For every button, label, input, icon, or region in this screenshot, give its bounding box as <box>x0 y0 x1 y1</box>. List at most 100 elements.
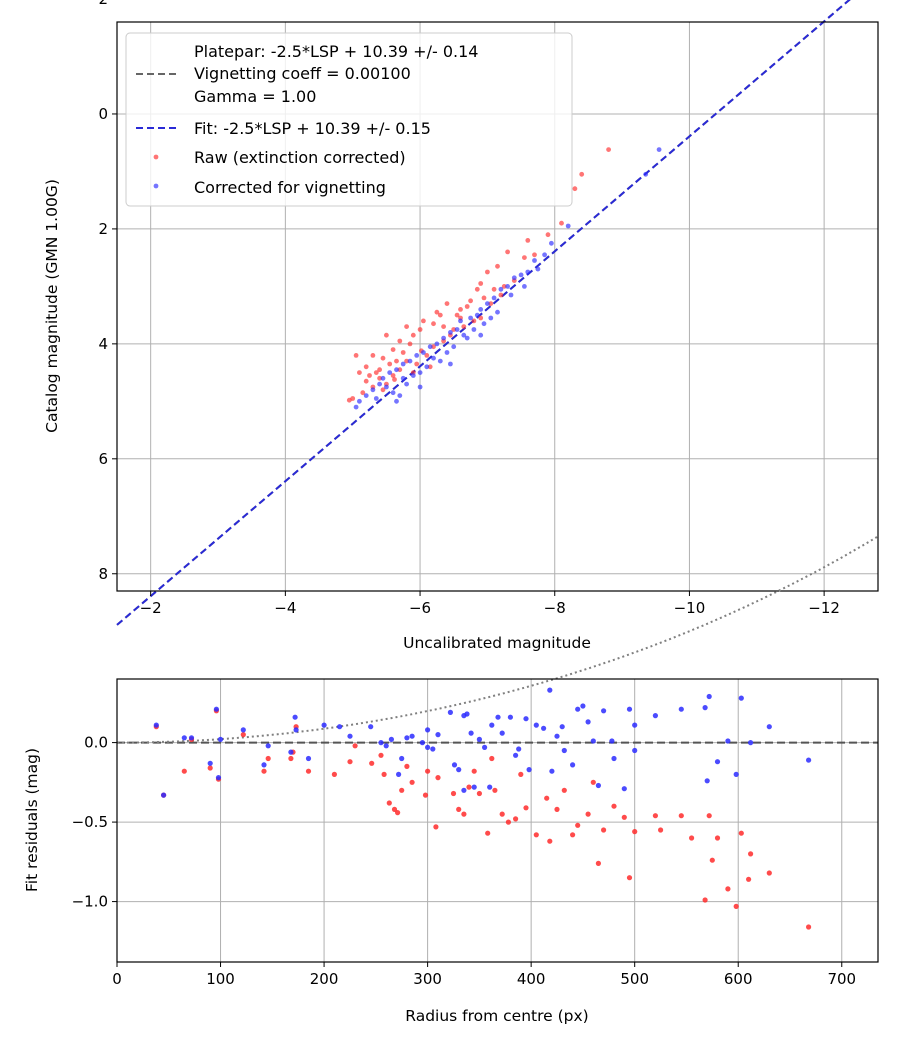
corrected-point <box>533 722 539 728</box>
corrected-point <box>702 705 708 711</box>
y-tick-label: 4 <box>98 335 108 353</box>
corrected-point <box>733 771 739 778</box>
raw-point <box>559 220 564 226</box>
raw-point <box>725 886 731 892</box>
raw-point <box>611 803 617 809</box>
corrected-point <box>410 373 416 378</box>
corrected-point <box>570 762 576 768</box>
raw-point <box>400 350 406 355</box>
raw-point <box>533 832 539 838</box>
corrected-point <box>217 736 224 743</box>
raw-point <box>386 800 392 806</box>
corrected-point <box>748 740 754 746</box>
raw-point <box>433 824 439 830</box>
corrected-point <box>518 272 524 278</box>
raw-point <box>410 332 416 338</box>
raw-point <box>488 301 494 306</box>
raw-point <box>346 397 352 403</box>
raw-point <box>547 838 553 844</box>
legend-corrected-marker <box>153 183 159 189</box>
corrected-point <box>505 284 510 289</box>
raw-point <box>505 249 510 255</box>
raw-point <box>444 301 450 306</box>
top-y-axis-label: Catalog magnitude (GMN 1.00G) <box>43 179 61 433</box>
x-tick-label: −10 <box>674 599 706 617</box>
raw-point <box>390 373 396 378</box>
raw-point <box>431 321 436 327</box>
raw-point <box>450 790 457 797</box>
fit-line-fit <box>116 0 851 626</box>
corrected-point <box>523 716 529 722</box>
raw-point <box>468 298 473 304</box>
raw-point <box>397 338 403 344</box>
raw-point <box>207 765 213 771</box>
x-tick-label: 700 <box>827 970 856 988</box>
corrected-point <box>370 387 376 393</box>
raw-point <box>489 755 495 762</box>
raw-point <box>347 759 353 765</box>
raw-point <box>532 252 537 258</box>
raw-point <box>414 361 420 367</box>
x-tick-label: −12 <box>808 599 840 617</box>
corrected-point <box>353 404 359 410</box>
corrected-point <box>347 733 353 739</box>
y-tick-label: 6 <box>98 450 108 468</box>
corrected-point <box>397 393 403 398</box>
corrected-point <box>489 722 495 728</box>
corrected-point <box>451 762 458 768</box>
raw-point <box>523 805 529 811</box>
raw-point <box>498 292 504 298</box>
corrected-point <box>447 709 453 716</box>
raw-point <box>464 304 470 309</box>
raw-point <box>437 312 443 318</box>
corrected-point <box>461 332 467 338</box>
raw-point <box>380 387 386 393</box>
corrected-point <box>321 722 327 728</box>
raw-point <box>561 787 567 793</box>
corrected-point <box>427 344 433 350</box>
raw-point <box>748 851 754 857</box>
raw-point <box>554 806 560 813</box>
raw-point <box>485 269 490 275</box>
x-tick-label: 600 <box>724 970 753 988</box>
corrected-point <box>461 713 467 719</box>
top-fit-lines <box>116 0 851 626</box>
raw-point <box>570 832 576 838</box>
raw-point <box>370 353 376 358</box>
raw-point <box>474 286 480 292</box>
bottom-points <box>153 687 812 930</box>
corrected-point <box>481 321 487 327</box>
corrected-point <box>609 738 615 744</box>
bottom-x-axis-label: Radius from centre (px) <box>405 1007 588 1025</box>
legend-platepar-label-1: Platepar: -2.5*LSP + 10.39 +/- 0.14 <box>194 42 478 61</box>
raw-point <box>261 768 267 774</box>
corrected-point <box>293 727 299 733</box>
raw-point <box>626 875 633 881</box>
y-tick-label: −1.0 <box>72 893 108 911</box>
raw-point <box>461 324 467 329</box>
raw-point <box>392 377 397 382</box>
raw-point <box>384 332 389 338</box>
raw-point <box>746 876 752 882</box>
corrected-point <box>394 367 399 373</box>
x-tick-label: 500 <box>620 970 649 988</box>
corrected-point <box>437 358 443 364</box>
corrected-point <box>806 757 812 763</box>
x-tick-label: −4 <box>274 599 296 617</box>
raw-point <box>422 792 429 798</box>
raw-point <box>434 309 440 315</box>
corrected-point <box>706 693 712 700</box>
corrected-point <box>468 730 474 736</box>
corrected-point <box>390 390 396 396</box>
corrected-point <box>417 370 423 375</box>
corrected-point <box>632 747 638 754</box>
raw-point <box>766 870 772 876</box>
legend-box <box>125 32 573 207</box>
corrected-point <box>541 725 547 731</box>
raw-point <box>360 390 366 396</box>
corrected-point <box>388 736 394 743</box>
raw-point <box>407 341 413 347</box>
y-tick-label: −0.5 <box>72 813 108 831</box>
corrected-point <box>368 724 374 730</box>
raw-point <box>288 755 294 762</box>
